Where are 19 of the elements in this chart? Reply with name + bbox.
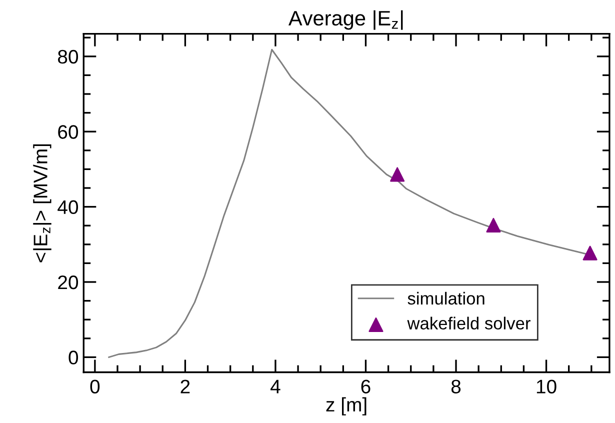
y-tick-label: 20 — [58, 275, 78, 290]
point — [486, 218, 501, 233]
x-tick-label: 8 — [451, 380, 461, 394]
x-tick-label: 0 — [90, 380, 100, 394]
point — [582, 246, 598, 260]
legend-label: wakefield solver — [407, 316, 530, 330]
y-tick-label: 0 — [68, 350, 78, 364]
y-tick-label: 60 — [58, 125, 78, 139]
chart-title: Average |E$_{z}$| — [288, 10, 403, 30]
x-tick-label: 4 — [270, 380, 280, 394]
x-tick-label: 10 — [536, 380, 556, 394]
x-axis-title: z [m] — [326, 397, 366, 416]
x-tick-label: 6 — [361, 380, 370, 394]
y-axis-title: <|E$_{z}$|> [MV/m] — [33, 144, 52, 262]
y-tick-label: 40 — [58, 200, 78, 214]
x-tick-label: 2 — [180, 380, 190, 394]
y-tick-label: 80 — [58, 50, 78, 64]
point — [390, 167, 405, 182]
legend-label: simulation — [408, 292, 484, 305]
